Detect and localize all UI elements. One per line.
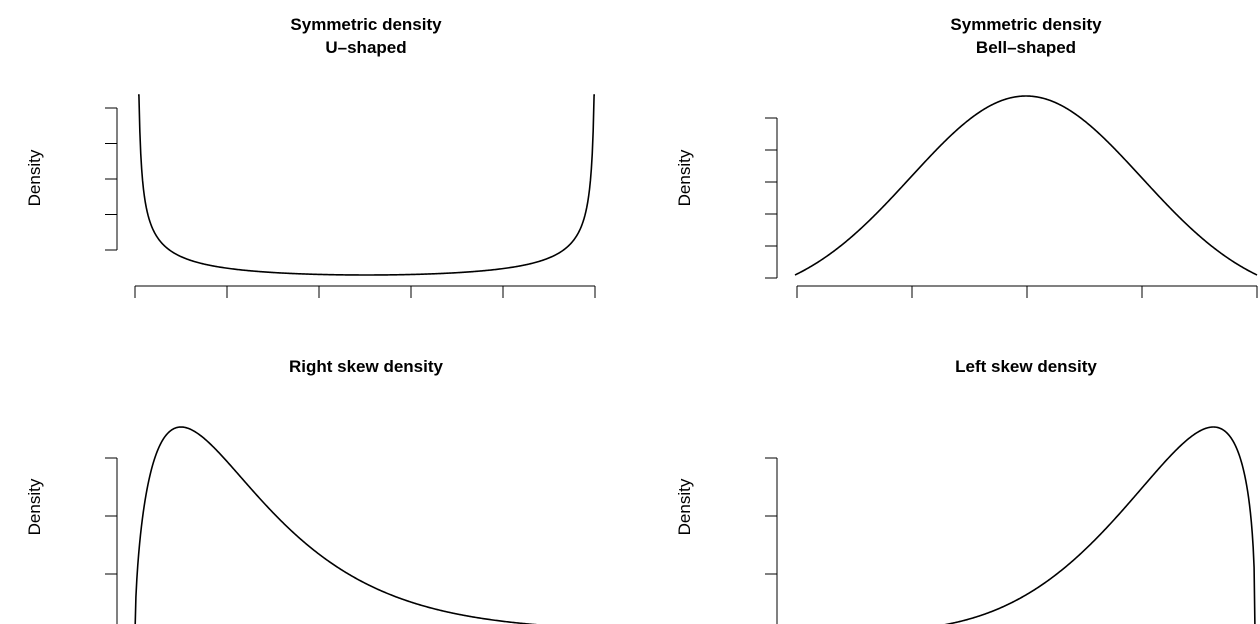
- panel-4-ylabel: Density: [675, 478, 694, 535]
- panel-2-ylabel: Density: [675, 149, 694, 206]
- panel-1-subtitle: U–shaped: [325, 38, 406, 57]
- panel-1-ylabel: Density: [25, 149, 44, 206]
- panel-1-density-curve: [138, 94, 595, 276]
- panel-4-axes: [765, 457, 778, 624]
- panel-3-title: Right skew density: [289, 357, 444, 376]
- panel-2-subtitle: Bell–shaped: [976, 38, 1076, 57]
- panel-2-axes: [765, 117, 1258, 298]
- panel-3-ylabel: Density: [25, 478, 44, 535]
- panel-1-axes: [105, 107, 596, 298]
- panel-4-density-curve: [944, 426, 1256, 624]
- panel-2-title: Symmetric density: [950, 15, 1102, 34]
- panel-right-skew: Right skew density Density: [25, 357, 538, 624]
- panel-1-title: Symmetric density: [290, 15, 442, 34]
- panel-u-shaped: Symmetric density U–shaped Density: [25, 15, 596, 298]
- panel-2-density-curve: [794, 95, 1258, 276]
- panel-left-skew: Left skew density Density: [675, 357, 1256, 624]
- panel-bell-shaped: Symmetric density Bell–shaped Density: [675, 15, 1258, 298]
- panel-4-title: Left skew density: [955, 357, 1097, 376]
- panel-3-axes: [105, 457, 118, 624]
- panel-3-density-curve: [134, 426, 538, 624]
